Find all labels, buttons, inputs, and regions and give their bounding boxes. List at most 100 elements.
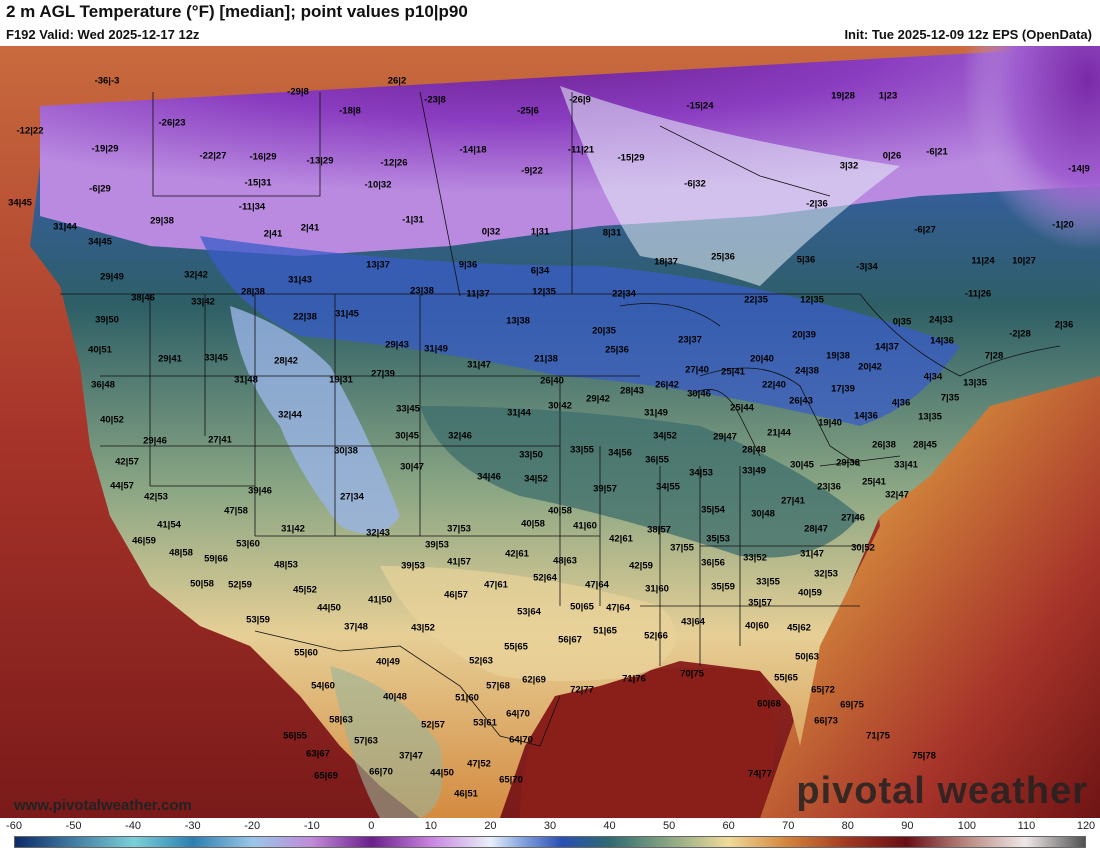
point-value: 2|36 [1054,319,1074,331]
colorbar-tick-label: -30 [184,820,201,832]
point-value: 20|39 [792,329,816,341]
point-value: 71|76 [622,673,646,685]
point-value: 14|36 [930,335,954,347]
point-value: 71|75 [866,730,890,742]
point-value: -9|22 [521,165,543,177]
point-value: 23|37 [678,334,702,346]
point-value: -11|26 [964,288,992,300]
point-value: 22|38 [293,311,317,323]
point-value: 45|62 [787,622,811,634]
temperature-field [0,46,1100,818]
point-value: 52|59 [228,579,252,591]
point-value: 34|45 [8,197,32,209]
point-value: 39|53 [401,560,425,572]
point-value: 32|43 [366,527,390,539]
point-value: 14|37 [875,341,899,353]
point-value: -13|29 [306,155,334,167]
point-value: -14|18 [459,144,487,156]
point-value: 51|60 [455,692,479,704]
point-value: -6|29 [89,183,111,195]
point-value: 52|64 [533,572,557,584]
point-value: 13|35 [918,411,942,423]
point-value: 40|58 [548,505,572,517]
point-value: 28|38 [241,286,265,298]
point-value: 22|40 [762,379,786,391]
point-value: 65|69 [314,770,338,782]
point-value: 27|46 [841,512,865,524]
point-value: 29|38 [836,457,860,469]
point-value: 35|54 [701,504,725,516]
point-value: -18|8 [339,105,361,117]
point-value: 64|70 [509,734,533,746]
point-value: 26|42 [655,379,679,391]
point-value: 2|41 [263,228,283,240]
point-value: 56|55 [283,730,307,742]
point-value: 31|47 [467,359,491,371]
point-value: 36|56 [701,557,725,569]
point-value: -6|32 [684,178,706,190]
point-value: 24|38 [795,365,819,377]
colorbar-tick-label: 60 [722,820,735,832]
colorbar-tick-label: 40 [603,820,616,832]
point-value: 55|60 [294,647,318,659]
point-value: 40|48 [383,691,407,703]
point-value: 57|68 [486,680,510,692]
point-value: 50|65 [570,601,594,613]
point-value: -26|23 [158,117,186,129]
point-value: 26|40 [540,375,564,387]
point-value: 12|35 [532,286,556,298]
point-value: 25|36 [711,251,735,263]
point-value: 29|49 [100,271,124,283]
point-value: -2|36 [806,198,828,210]
point-value: 47|61 [484,579,508,591]
point-value: 33|45 [396,403,420,415]
colorbar-tick-label: 10 [424,820,437,832]
point-value: 46|57 [444,589,468,601]
point-value: 37|47 [399,750,423,762]
point-value: 6|34 [530,265,550,277]
point-value: 25|41 [862,476,886,488]
point-value: 52|57 [421,719,445,731]
point-value: 31|49 [644,407,668,419]
point-value: 34|46 [477,471,501,483]
point-value: 29|46 [143,435,167,447]
point-value: 74|77 [748,768,772,780]
point-value: -6|27 [914,224,936,236]
point-value: -3|34 [856,261,878,273]
point-value: 50|58 [190,578,214,590]
point-value: 57|63 [354,735,378,747]
colorbar-tick-label: 110 [1017,820,1036,832]
point-value: 1|31 [530,226,550,238]
point-value: 39|57 [593,483,617,495]
point-value: 40|51 [88,344,112,356]
point-value: -6|21 [926,146,948,158]
political-borders [60,91,1061,747]
point-value: 31|44 [507,407,531,419]
point-value: 30|45 [395,430,419,442]
point-value: 27|40 [685,364,709,376]
brand-watermark: pivotal weather [796,770,1088,812]
point-value: 28|42 [274,355,298,367]
point-value: 41|54 [157,519,181,531]
point-value: 34|55 [656,481,680,493]
point-value: 28|47 [804,523,828,535]
point-value: -10|32 [364,179,392,191]
point-value: 25|41 [721,366,745,378]
colorbar-tick-label: 30 [543,820,557,832]
point-value: 66|73 [814,715,838,727]
point-value: 36|48 [91,379,115,391]
colorbar-tick-label: 120 [1076,820,1096,832]
point-value: 32|47 [885,489,909,501]
point-value: 32|42 [184,269,208,281]
point-value: 30|38 [334,445,358,457]
point-value: 62|69 [522,674,546,686]
point-value: 56|67 [558,634,582,646]
point-value: -22|27 [199,150,227,162]
point-value: 53|61 [473,717,497,729]
point-value: 9|36 [458,259,478,271]
point-value: 30|47 [400,461,424,473]
point-value: 30|52 [851,542,875,554]
point-value: 5|36 [796,254,816,266]
colorbar-gradient [14,836,1086,848]
point-value: 19|40 [818,417,842,429]
